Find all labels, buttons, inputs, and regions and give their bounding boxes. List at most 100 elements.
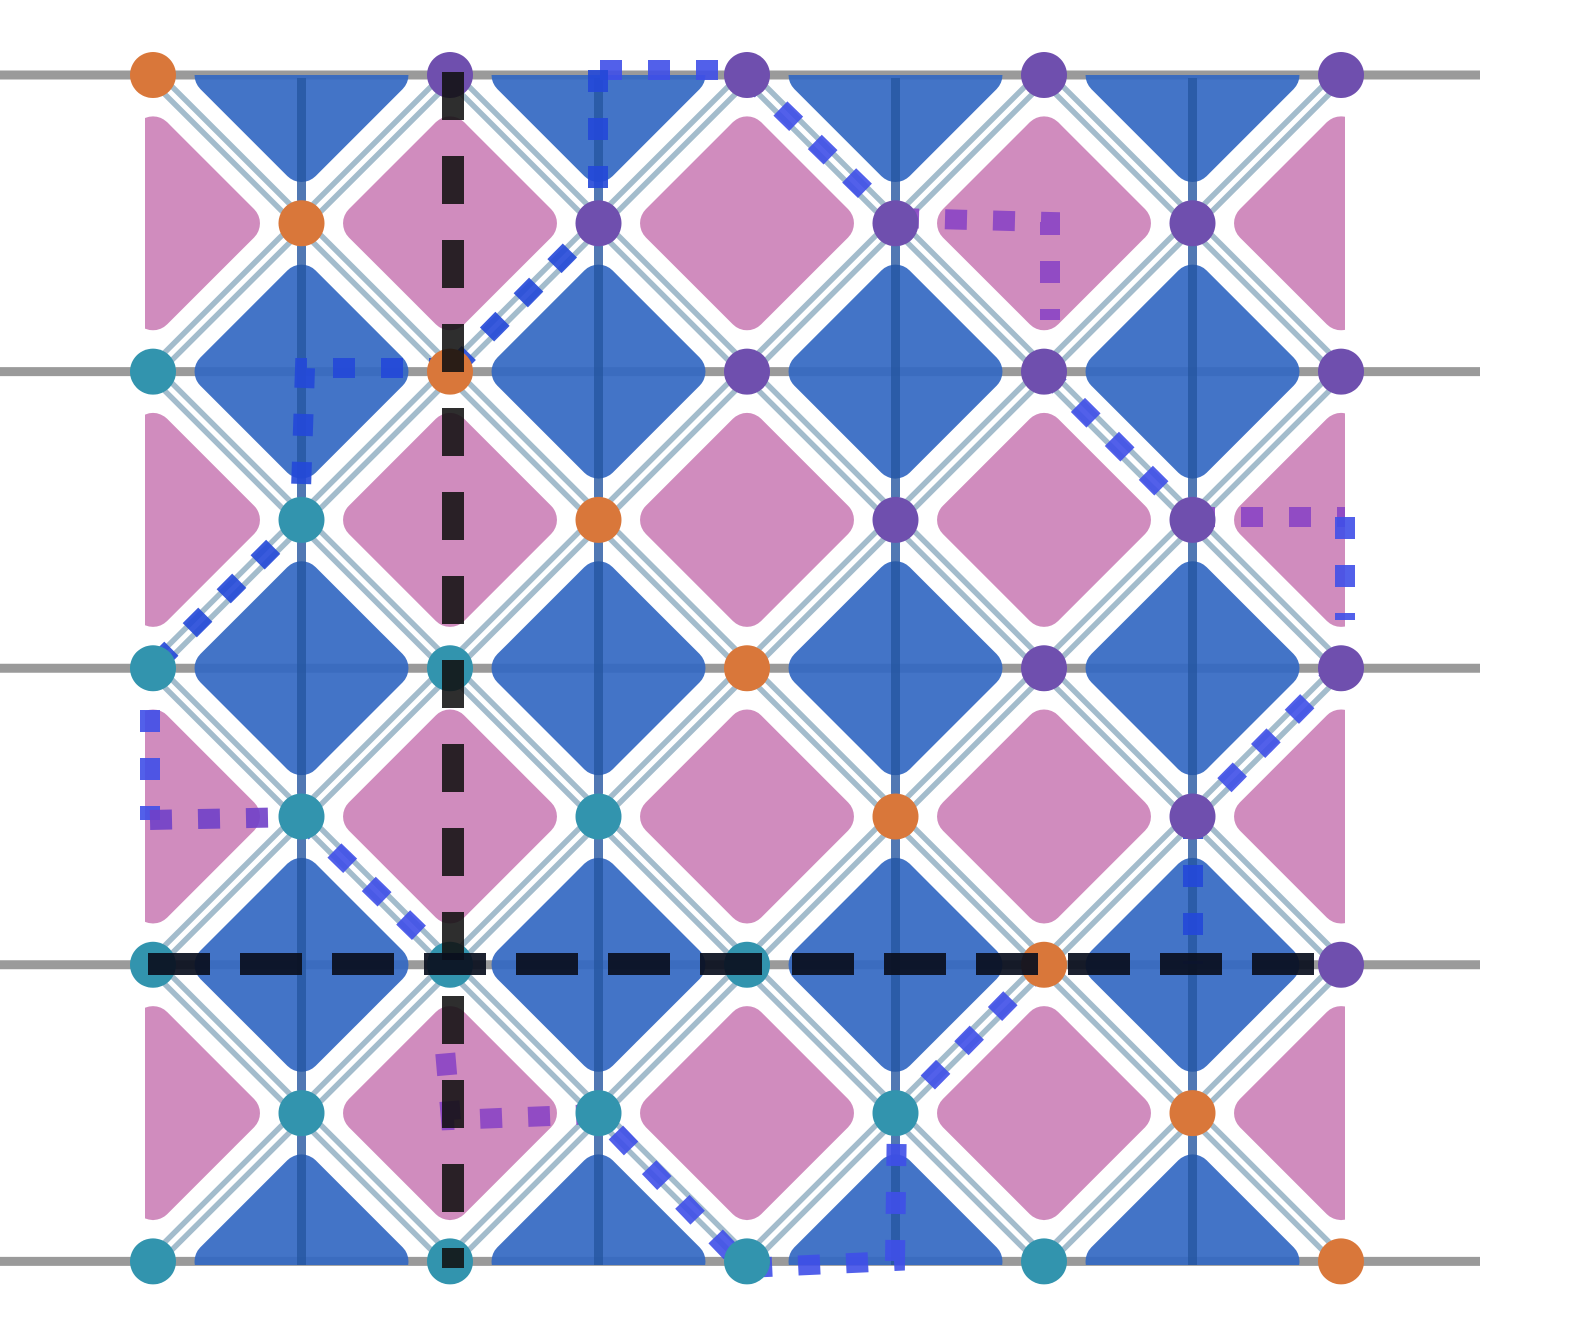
- edge: [596, 666, 749, 819]
- x-face: [788, 75, 1003, 182]
- edge: [1190, 518, 1343, 670]
- qubit: [1021, 52, 1067, 98]
- edge: [1042, 221, 1195, 374]
- qubit: [278, 793, 325, 840]
- edge: [151, 1111, 304, 1264]
- edge: [448, 814, 601, 967]
- edge: [448, 518, 601, 670]
- z-face: [640, 412, 854, 627]
- edge: [151, 73, 304, 226]
- edge: [1190, 73, 1343, 226]
- z-face: [343, 116, 557, 331]
- edge: [151, 814, 304, 967]
- qubit: [130, 1238, 176, 1285]
- edge: [893, 73, 1046, 226]
- edge: [1042, 963, 1195, 1115]
- edge: [596, 369, 749, 522]
- qubit: [1169, 793, 1216, 840]
- edge: [596, 221, 749, 374]
- edge: [745, 369, 898, 522]
- z-face: [1234, 116, 1345, 331]
- qubit: [872, 793, 919, 840]
- qubit: [1318, 941, 1364, 988]
- edge: [448, 963, 601, 1115]
- edge: [1042, 73, 1195, 226]
- z-face: [640, 709, 854, 924]
- edge: [596, 814, 749, 967]
- edge: [745, 666, 898, 819]
- edge: [745, 221, 898, 374]
- operator-path: [739, 67, 904, 230]
- qubit: [1318, 52, 1364, 98]
- edge: [1190, 1111, 1343, 1264]
- edge: [299, 221, 452, 374]
- z-face: [1234, 709, 1345, 924]
- qubit: [1021, 645, 1067, 692]
- qubit: [1021, 1238, 1067, 1285]
- z-face: [145, 412, 260, 627]
- edge: [448, 369, 601, 522]
- edge: [1042, 518, 1195, 670]
- qubit: [575, 496, 622, 543]
- edge: [1190, 963, 1343, 1115]
- qubit: [1169, 1090, 1216, 1137]
- qubit: [575, 793, 622, 840]
- edge: [893, 518, 1046, 670]
- z-face: [145, 116, 260, 331]
- edge: [299, 666, 452, 819]
- stabilizer-lines: [297, 78, 1197, 1265]
- qubit: [130, 645, 176, 692]
- edge: [448, 73, 601, 226]
- qubit: [724, 645, 770, 692]
- edge: [745, 814, 898, 967]
- qubit: [278, 200, 325, 247]
- edge: [893, 369, 1046, 522]
- edge: [1042, 1111, 1195, 1264]
- edge: [596, 518, 749, 670]
- edge: [151, 963, 304, 1115]
- edge: [1190, 369, 1343, 522]
- qubit: [575, 200, 622, 247]
- qubit: [1318, 348, 1364, 395]
- edge: [893, 1111, 1046, 1264]
- edge: [299, 518, 452, 670]
- qubit: [724, 52, 770, 98]
- qubit: [130, 348, 176, 395]
- qubit: [724, 1238, 770, 1285]
- z-face: [1234, 1006, 1345, 1221]
- edge: [299, 963, 452, 1115]
- logical-lines: [148, 72, 1340, 1268]
- operator-path: [145, 358, 451, 675]
- qubit: [1169, 496, 1216, 543]
- operator-path: [896, 208, 1060, 320]
- z-face: [937, 1006, 1151, 1221]
- z-face: [937, 412, 1151, 627]
- z-face: [937, 709, 1151, 924]
- edge: [151, 666, 304, 819]
- edge: [448, 666, 601, 819]
- edge: [745, 1111, 898, 1264]
- edge: [299, 369, 452, 522]
- operator-path: [590, 957, 1052, 1279]
- edge: [1042, 814, 1195, 967]
- qubit: [575, 1090, 622, 1137]
- x-face: [1085, 75, 1300, 182]
- qubit: [724, 348, 770, 395]
- edge: [151, 221, 304, 374]
- qubit: [872, 496, 919, 543]
- operator-path: [1185, 659, 1349, 825]
- edge: [893, 814, 1046, 967]
- edge: [151, 369, 304, 522]
- edge: [1190, 814, 1343, 967]
- qubit: [278, 1090, 325, 1137]
- z-face: [640, 1006, 854, 1221]
- z-face: [640, 116, 854, 331]
- edge: [448, 1111, 601, 1264]
- z-face: [145, 1006, 260, 1221]
- qubit: [872, 200, 919, 247]
- edge: [893, 221, 1046, 374]
- edge: [745, 963, 898, 1115]
- edge: [596, 73, 749, 226]
- edge: [893, 666, 1046, 819]
